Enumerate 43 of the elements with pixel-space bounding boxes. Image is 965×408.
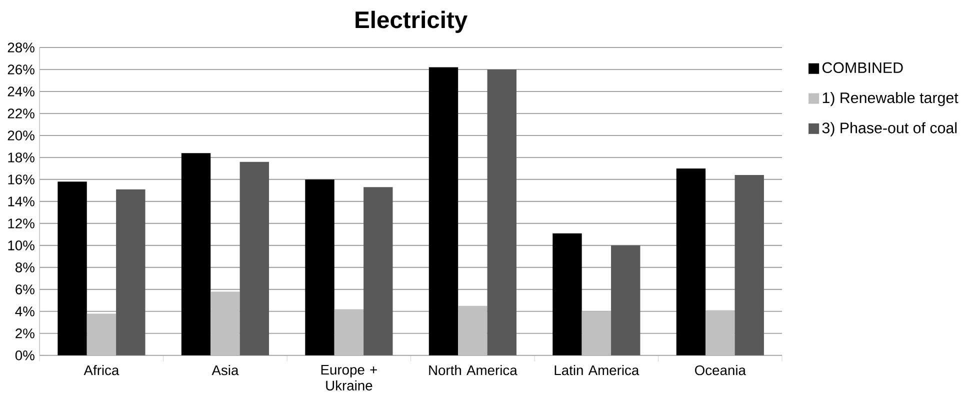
bar bbox=[428, 67, 458, 356]
bar bbox=[240, 162, 269, 356]
x-tick-label: Latin America bbox=[554, 365, 640, 376]
bar bbox=[676, 168, 706, 356]
bar bbox=[582, 311, 612, 356]
y-tick-label: 8% bbox=[16, 262, 34, 272]
y-tick-label: 22% bbox=[8, 108, 34, 118]
bar bbox=[305, 180, 334, 356]
x-tick-label: North America bbox=[429, 365, 518, 376]
legend-label: COMBINED bbox=[822, 62, 903, 74]
y-tick-label: 16% bbox=[8, 174, 34, 184]
legend-label: 1) Renewable target bbox=[822, 92, 958, 106]
bar bbox=[364, 187, 393, 356]
x-tick-label: Africa bbox=[84, 365, 120, 376]
bar bbox=[116, 189, 146, 356]
y-tick-label: 18% bbox=[8, 152, 34, 162]
legend-label: 3) Phase-out of coal bbox=[822, 122, 957, 136]
y-tick-label: 26% bbox=[8, 64, 34, 75]
y-tick-label: 2% bbox=[16, 328, 34, 338]
x-tick-label: Asia bbox=[212, 365, 239, 376]
bar bbox=[487, 70, 516, 356]
y-tick-label: 24% bbox=[8, 86, 34, 96]
y-tick-label: 4% bbox=[15, 306, 34, 316]
bar bbox=[458, 306, 488, 356]
bar bbox=[552, 233, 582, 356]
bar bbox=[210, 292, 240, 356]
bar bbox=[86, 314, 116, 356]
y-tick-label: 14% bbox=[8, 196, 34, 206]
bar bbox=[611, 246, 640, 356]
y-tick-label: 6% bbox=[16, 284, 34, 294]
y-tick-label: 28% bbox=[8, 42, 34, 53]
chart-title: Electricity bbox=[356, 10, 468, 34]
x-tick-label: Europe + Ukraine bbox=[321, 365, 377, 391]
x-tick-label: Oceania bbox=[695, 365, 746, 376]
bar bbox=[58, 182, 87, 356]
y-tick-label: 10% bbox=[8, 240, 34, 250]
y-tick-label: 20% bbox=[8, 130, 34, 140]
bar bbox=[734, 175, 764, 356]
y-tick-label: 0% bbox=[15, 350, 34, 360]
bar bbox=[334, 309, 364, 356]
bar bbox=[706, 310, 735, 356]
y-tick-label: 12% bbox=[8, 218, 34, 228]
bar bbox=[181, 153, 211, 356]
